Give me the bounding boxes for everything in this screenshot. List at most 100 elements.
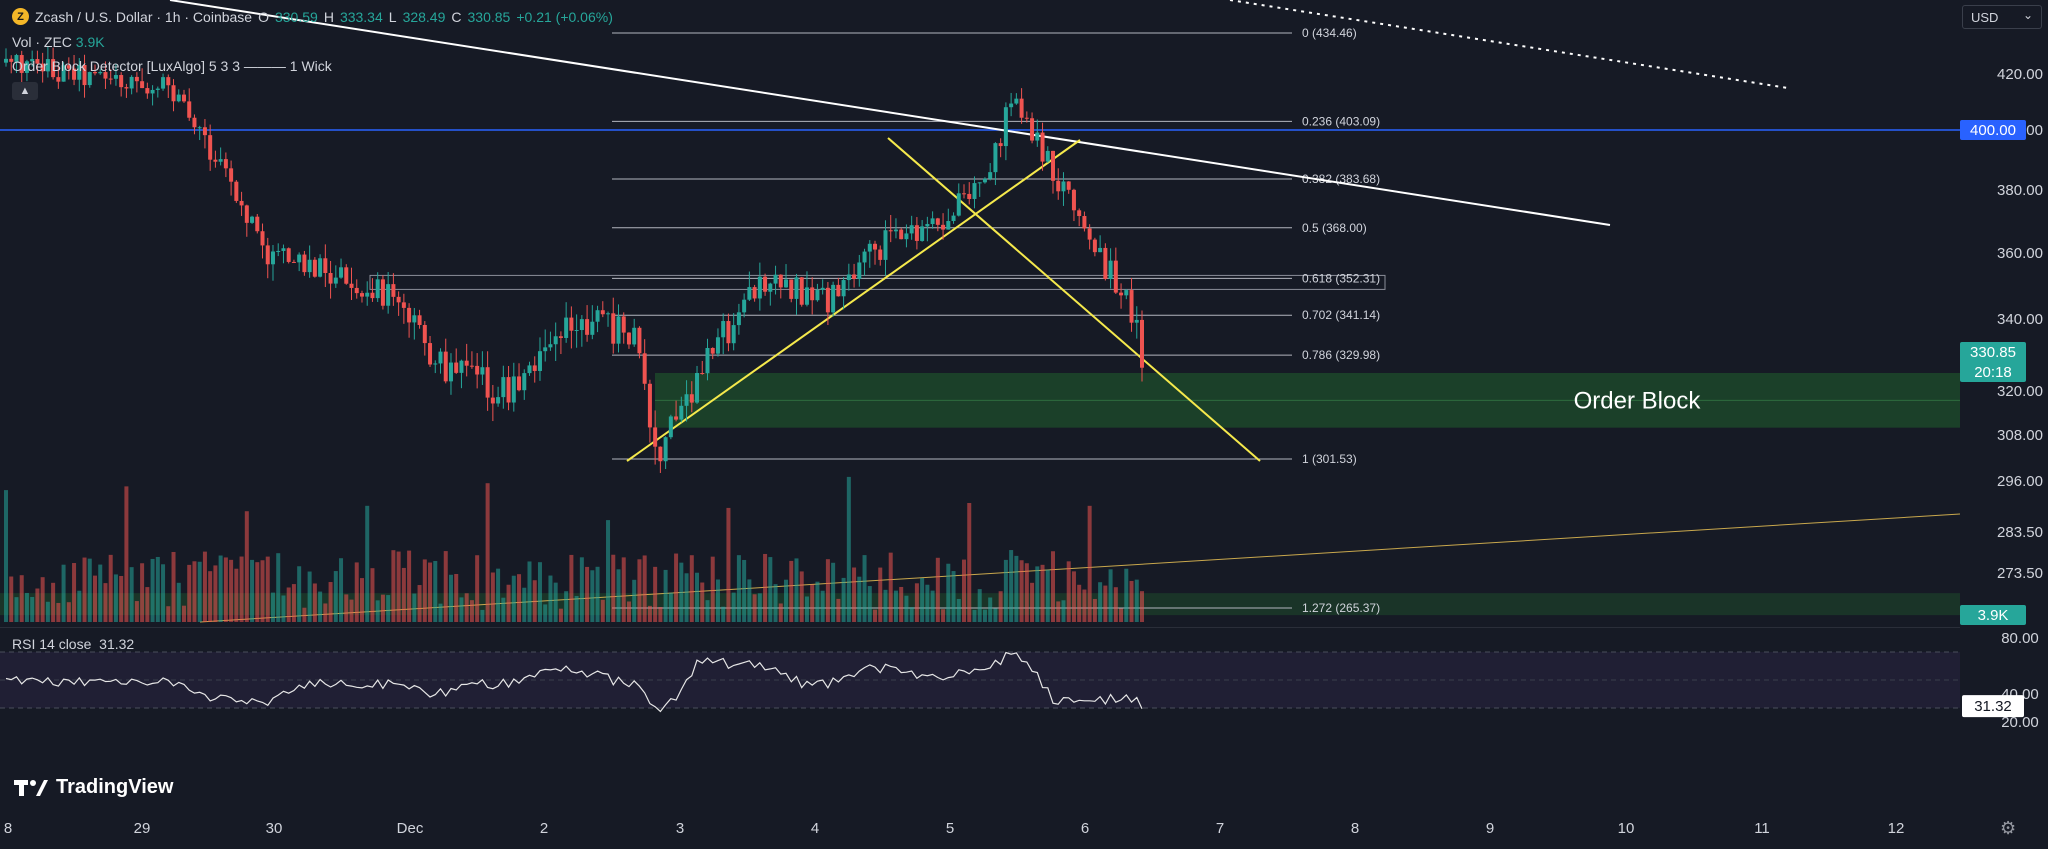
candle [250,216,255,223]
volume-bar [553,582,558,622]
volume-bar [789,560,794,622]
candle [339,267,344,278]
price-tick: 420.00 [1997,66,2043,83]
volume-bar [574,595,579,622]
volume-bar [653,566,658,622]
volume-legend[interactable]: Vol · ZEC 3.9K [12,34,105,50]
candle [485,367,490,398]
candle [140,81,145,89]
candle [208,135,213,160]
candle [448,362,453,382]
candle [1108,260,1113,279]
volume-bar [532,580,537,622]
volume-bar [1098,582,1103,622]
candle [113,75,118,79]
symbol-title[interactable]: Zcash / U.S. Dollar · 1h · Coinbase [35,8,253,25]
volume-bar [752,594,757,622]
volume-bar [721,606,726,622]
volume-bar [810,584,815,622]
candle [626,332,631,345]
pane-separator [0,627,1960,628]
volume-bar [888,552,893,622]
candle [255,216,260,232]
currency-select[interactable]: USD ⌄ [1962,5,2042,29]
volume-bar [883,589,888,622]
candle [1024,117,1029,119]
volume-bar [658,607,663,622]
volume-bar [1030,582,1035,622]
candle [537,351,542,371]
volume-bar [433,560,438,622]
candle [129,76,134,89]
volume-bar [140,563,145,622]
volume-bar [302,607,307,622]
time-tick: 6 [1081,820,1089,837]
chevron-up-icon[interactable]: ▲ [12,82,38,100]
candle [239,200,244,206]
order-block-legend[interactable]: Order Block Detector [LuxAlgo] 5 3 3 ———… [12,58,332,74]
candle [307,259,312,273]
volume-bar [223,557,228,622]
volume-bar [632,579,637,622]
volume-bar [208,571,213,622]
price-tick: 380.00 [1997,182,2043,199]
volume-bar [951,571,956,622]
volume-bar [428,562,433,622]
fib-label-2: 0.382 (383.68) [1302,172,1380,186]
volume-bar [72,563,77,622]
candle [265,245,270,265]
candle [663,437,668,462]
candle [291,261,296,263]
candle [87,72,92,86]
volume-bar [862,555,867,622]
volume-bar [490,572,495,622]
candle [527,365,532,374]
candle [286,248,291,262]
candle [977,182,982,184]
candle [1009,103,1014,108]
time-tick: 7 [1216,820,1224,837]
candle [145,88,150,94]
candle [234,181,239,201]
fib-label-3: 0.5 (368.00) [1302,221,1367,235]
volume-bar [56,602,61,622]
candle [260,231,265,246]
fib-label-5: 0.702 (341.14) [1302,308,1380,322]
volume-bar [899,586,904,622]
volume-bar [30,596,35,622]
candle [914,225,919,241]
candle [9,58,14,62]
candle [962,193,967,195]
volume-bar [946,563,951,622]
volume-bar [291,584,296,622]
volume-bar [700,582,705,622]
candle [935,218,940,225]
volume-bar [674,553,679,622]
volume-bar [757,593,762,622]
volume-bar [841,577,846,622]
volume-bar [35,588,40,622]
price-tick: 283.50 [1997,524,2043,541]
rsi-legend[interactable]: RSI 14 close 31.32 [12,636,134,652]
candle [747,287,752,300]
tradingview-logo[interactable]: TradingView [14,776,173,799]
candle [700,373,705,375]
gear-icon[interactable]: ⚙ [2000,818,2017,838]
volume-bar [695,572,700,622]
candle [30,59,35,62]
volume-bar [852,567,857,622]
chevron-down-icon: ⌄ [2022,8,2033,22]
volume-bar [1140,591,1144,622]
candle [407,307,412,323]
volume-bar [328,582,333,622]
volume-bar [187,564,192,622]
volume-value: 3.9K [75,34,105,50]
volume-bar [365,505,370,622]
volume-bar [354,562,359,622]
volume-bar [537,562,542,622]
candle [412,315,417,323]
candle [1087,228,1092,240]
fib-label-7: 1 (301.53) [1302,452,1357,466]
